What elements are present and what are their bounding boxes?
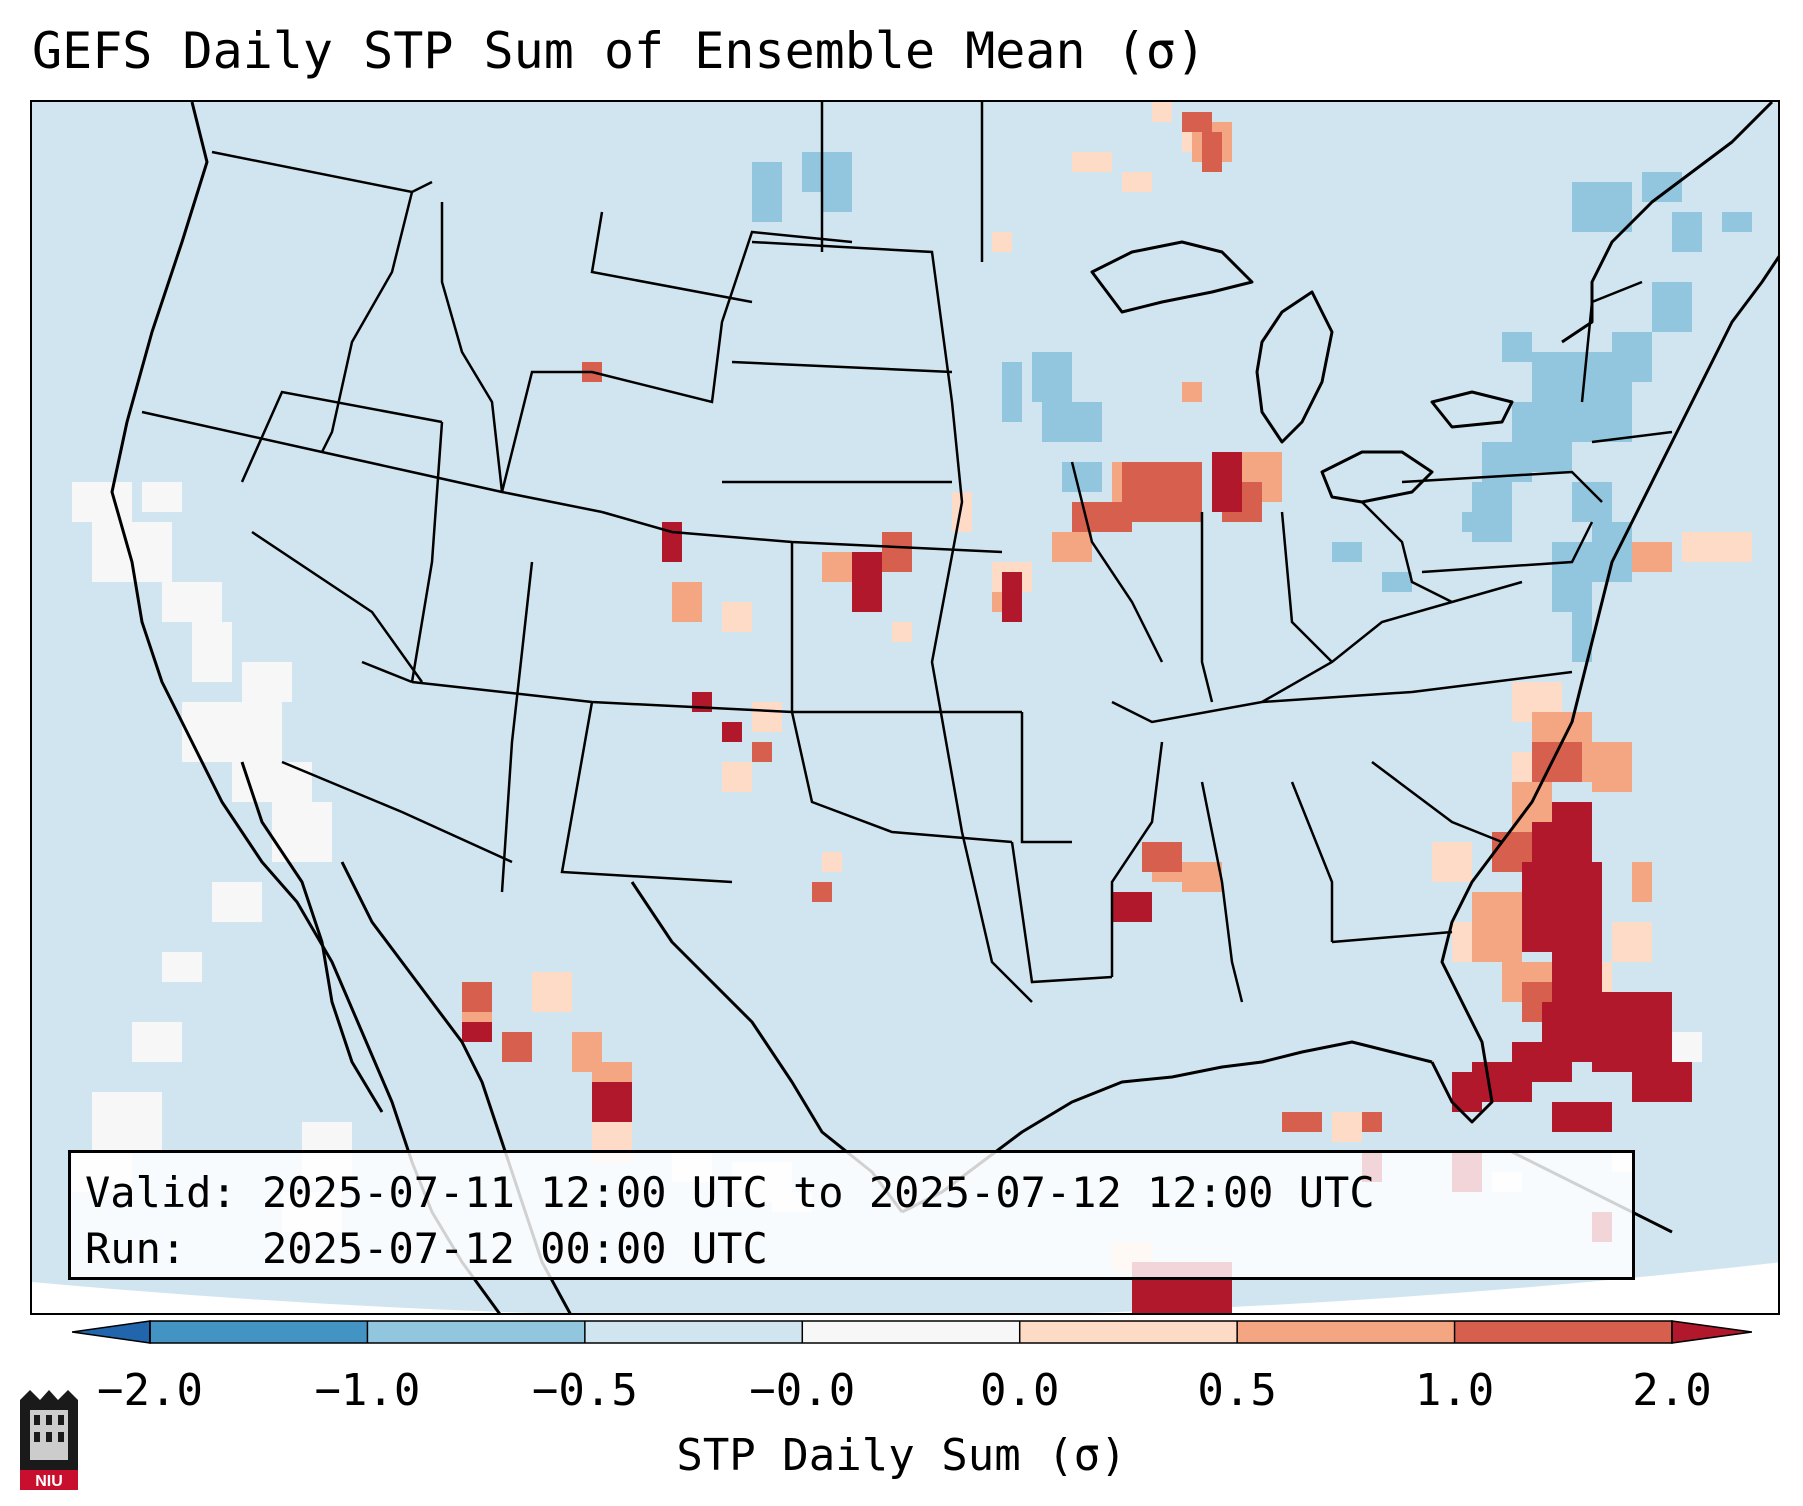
colorbar-tick-label: −0.0 [749,1365,856,1416]
colorbar-over-arrow [1671,1320,1752,1344]
colorbar-bin [1237,1321,1456,1343]
colorbar-tick-label: −2.0 [97,1365,203,1416]
colorbar-outline [149,1320,1673,1344]
run-value: 2025-07-12 00:00 UTC [262,1224,768,1273]
niu-logo: NIU [20,1390,78,1490]
colorbar-bin [802,1321,1021,1343]
colorbar-tick-label: −0.5 [531,1365,638,1416]
valid-value: 2025-07-11 12:00 UTC to 2025-07-12 12:00… [262,1168,1375,1217]
colorbar-tick-label: 0.5 [1197,1365,1277,1416]
colorbar-tick-label: −1.0 [314,1365,421,1416]
valid-label: Valid: [85,1168,237,1217]
extreme-positive-cells [462,452,1692,1313]
state-borders [141,102,1673,1003]
colorbar-bin [1454,1321,1673,1343]
colorbar-tick-label: 0.0 [979,1365,1060,1416]
map-frame [30,100,1780,1315]
colorbar-tick-label: 2.0 [1632,1365,1712,1416]
colorbar-tick-label: 1.0 [1414,1365,1495,1416]
colorbar-bin [584,1321,803,1343]
colorbar-under-arrow [72,1320,151,1344]
colorbar-bin [1019,1321,1238,1343]
projection-edge [32,1262,1778,1313]
logo-text: NIU [35,1473,63,1490]
map-background [32,102,1778,1313]
map-canvas [32,102,1778,1313]
colorbar-label: STP Daily Sum (σ) [676,1430,1127,1481]
colorbar-bin [367,1321,586,1343]
chart-title: GEFS Daily STP Sum of Ensemble Mean (σ) [32,22,1206,80]
negative-anomaly-cells [752,152,1752,662]
colorbar [72,1320,1752,1344]
colorbar-bin [150,1321,368,1343]
valid-time-box: Valid: 2025-07-11 12:00 UTC to 2025-07-1… [68,1150,1635,1280]
run-label: Run: [85,1224,187,1273]
